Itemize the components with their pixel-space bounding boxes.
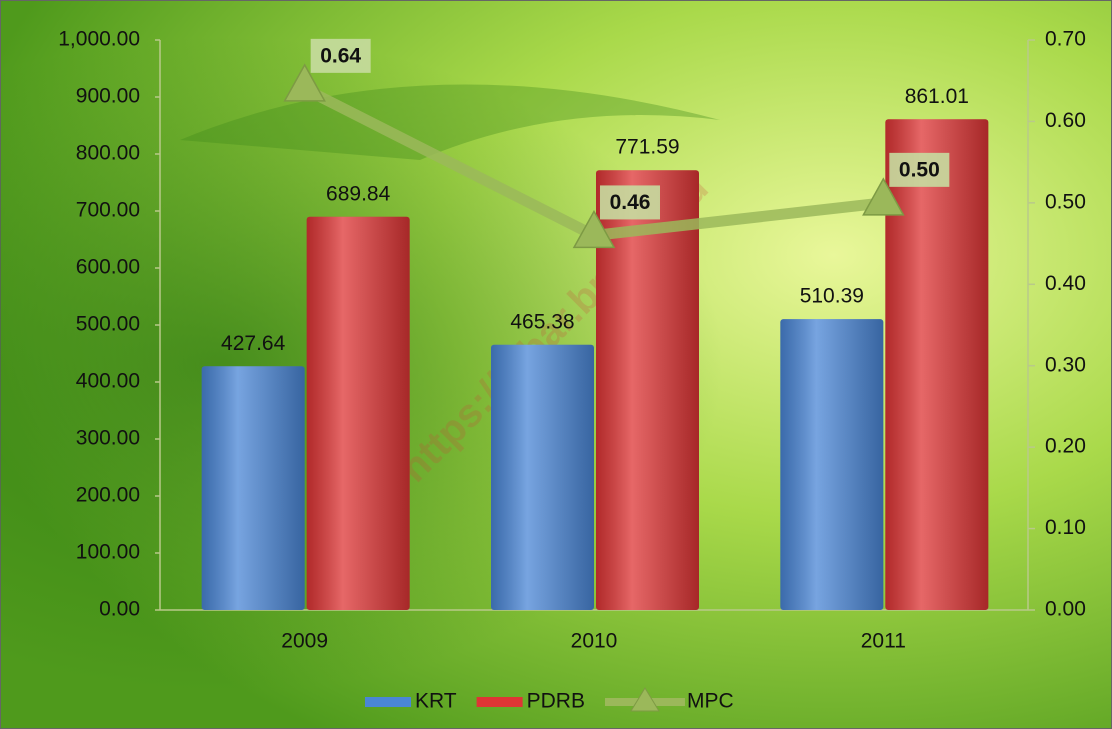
legend-label: KRT: [415, 690, 457, 713]
line-marker: [572, 209, 616, 249]
y2-tick-label: 0.60: [1045, 109, 1086, 132]
x-tick-label: 2010: [571, 630, 618, 653]
y-tick-label: 400.00: [76, 370, 140, 393]
y2-tick-label: 0.30: [1045, 353, 1086, 376]
y-tick-label: 0.00: [99, 598, 140, 621]
y-tick-label: 500.00: [76, 313, 140, 336]
y-tick-label: 1,000.00: [58, 28, 140, 51]
y-tick-label: 100.00: [76, 541, 140, 564]
bar-shine: [491, 344, 594, 610]
line-marker: [283, 63, 326, 102]
bar-shine: [596, 170, 699, 610]
x-tick-label: 2011: [861, 630, 906, 653]
legend-label: MPC: [687, 690, 734, 713]
background-swoosh: [180, 84, 720, 160]
y-tick-label: 200.00: [76, 484, 140, 507]
y-tick-label: 900.00: [76, 85, 140, 108]
y2-tick-label: 0.50: [1045, 190, 1086, 213]
y2-tick-label: 0.10: [1045, 516, 1086, 539]
data-label: 510.39: [800, 285, 864, 308]
legend-swatch: [476, 697, 523, 707]
y-tick-label: 300.00: [76, 427, 140, 450]
line-marker: [862, 177, 905, 216]
y2-tick-label: 0.40: [1045, 272, 1086, 295]
data-label-box: [600, 185, 660, 220]
y-tick-label: 600.00: [76, 256, 140, 279]
bar-shine: [780, 319, 884, 610]
data-label: 689.84: [326, 182, 391, 205]
data-label-box: [310, 38, 371, 73]
data-label: 771.59: [615, 136, 679, 159]
y-tick-label: 800.00: [76, 142, 140, 165]
y-tick-label: 700.00: [76, 199, 140, 222]
data-label: 465.38: [510, 310, 574, 333]
data-label: 861.01: [905, 85, 969, 108]
data-label: 0.64: [320, 44, 361, 67]
bar-shine: [306, 216, 410, 610]
y2-tick-label: 0.70: [1045, 28, 1086, 51]
data-label-box: [889, 152, 950, 187]
bar-shine: [885, 119, 989, 610]
bar-shine: [201, 366, 305, 610]
legend-marker: [630, 687, 660, 712]
data-label: 0.46: [610, 191, 651, 214]
legend-label: PDRB: [527, 690, 585, 713]
y2-tick-label: 0.00: [1045, 598, 1086, 621]
data-label: 427.64: [221, 332, 286, 355]
data-label: 0.50: [899, 158, 940, 181]
x-tick-label: 2009: [281, 630, 328, 653]
y2-tick-label: 0.20: [1045, 435, 1086, 458]
legend-swatch: [365, 697, 411, 707]
